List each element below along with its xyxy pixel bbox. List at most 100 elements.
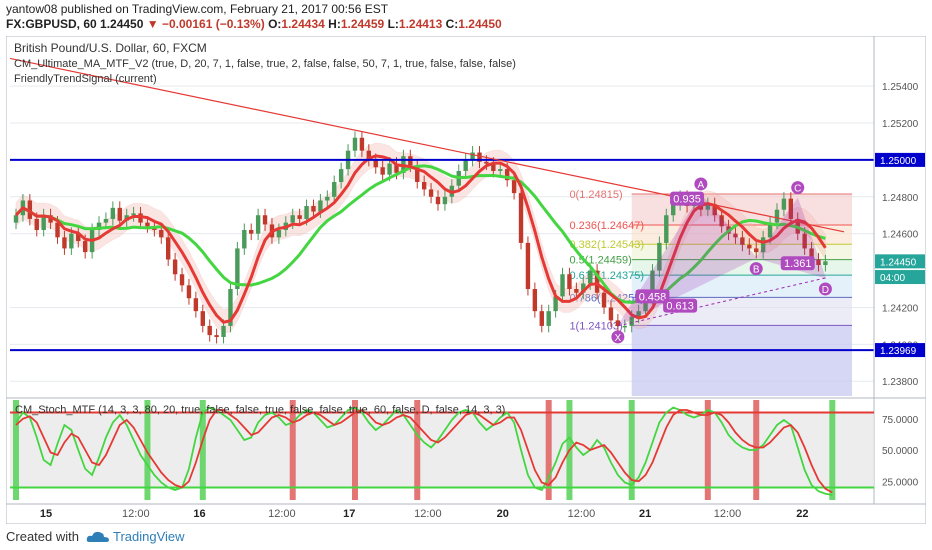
- candle-body[interactable]: [442, 196, 448, 205]
- candle-body[interactable]: [823, 261, 828, 266]
- candle-body[interactable]: [802, 233, 807, 249]
- candle-body[interactable]: [117, 207, 122, 221]
- candle-body[interactable]: [491, 163, 496, 171]
- candle-body[interactable]: [525, 242, 531, 290]
- candle-body[interactable]: [34, 218, 39, 230]
- candle-body[interactable]: [69, 233, 74, 249]
- candle-body[interactable]: [276, 229, 282, 238]
- candle-body[interactable]: [781, 198, 787, 210]
- candle-body[interactable]: [740, 237, 745, 245]
- pattern-point-marker[interactable]: [694, 177, 708, 191]
- pattern-point-marker[interactable]: [611, 330, 625, 344]
- chart-canvas[interactable]: 0(1.24815) 0.236(1.24647) 0.382(1.24543) 0.…: [5, 35, 927, 525]
- candle-body[interactable]: [214, 335, 219, 337]
- candle-body[interactable]: [415, 165, 420, 183]
- candle-body[interactable]: [165, 237, 171, 260]
- candle-body[interactable]: [249, 229, 254, 234]
- candle-body[interactable]: [511, 180, 517, 194]
- candle-body[interactable]: [712, 204, 717, 216]
- candle-body[interactable]: [359, 137, 365, 151]
- pattern-ratio-badge[interactable]: [670, 191, 705, 206]
- candle-body[interactable]: [774, 209, 780, 223]
- candle-body[interactable]: [290, 215, 295, 223]
- candle-body[interactable]: [539, 311, 544, 326]
- author-name[interactable]: yantow08: [6, 2, 58, 16]
- candle-body[interactable]: [352, 137, 358, 151]
- candle-body[interactable]: [705, 204, 711, 210]
- candle-body[interactable]: [318, 200, 323, 212]
- candle-body[interactable]: [221, 325, 226, 337]
- pattern-point-marker[interactable]: [791, 181, 805, 195]
- pattern-ratio-badge[interactable]: [663, 298, 698, 313]
- candle-body[interactable]: [622, 325, 627, 328]
- stoch-signal-bar[interactable]: [414, 400, 421, 500]
- candle-body[interactable]: [159, 229, 164, 238]
- candle-body[interactable]: [546, 311, 551, 326]
- price-axis[interactable]: 1.25400 1.25200 1.25000 1.24800 1.24600 1.242…: [873, 36, 925, 504]
- candle-body[interactable]: [138, 213, 143, 223]
- candle-body[interactable]: [747, 244, 752, 249]
- trendline[interactable]: [9, 57, 845, 233]
- chart-area[interactable]: 0(1.24815) 0.236(1.24647) 0.382(1.24543) 0.…: [5, 35, 927, 525]
- candle-body[interactable]: [172, 259, 178, 275]
- stochastic-pane[interactable]: 75.0000 50.0000 25.0000: [6, 397, 926, 500]
- stoch-signal-bar[interactable]: [829, 400, 836, 500]
- candle-body[interactable]: [581, 283, 586, 293]
- candle-body[interactable]: [560, 274, 565, 297]
- candle-body[interactable]: [366, 150, 372, 160]
- tradingview-logo[interactable]: TradingView: [113, 529, 185, 544]
- candle-body[interactable]: [13, 215, 19, 223]
- candle-body[interactable]: [186, 285, 192, 299]
- candle-body[interactable]: [255, 215, 261, 234]
- candle-body[interactable]: [657, 242, 662, 271]
- candle-body[interactable]: [767, 222, 773, 238]
- candle-body[interactable]: [574, 289, 579, 293]
- candle-body[interactable]: [484, 161, 489, 164]
- candle-body[interactable]: [373, 159, 378, 168]
- stoch-signal-bar[interactable]: [13, 400, 19, 500]
- candle-body[interactable]: [601, 292, 607, 308]
- candle-body[interactable]: [636, 311, 641, 317]
- candle-body[interactable]: [435, 196, 441, 205]
- candle-body[interactable]: [325, 196, 330, 201]
- candle-body[interactable]: [297, 215, 302, 219]
- candle-body[interactable]: [200, 311, 205, 326]
- candle-body[interactable]: [394, 163, 399, 173]
- candle-body[interactable]: [332, 182, 337, 197]
- candle-body[interactable]: [131, 213, 136, 216]
- candle-body[interactable]: [421, 182, 427, 190]
- time-axis[interactable]: 15 12:00 16 12:00 17 12:00 20 12:00 21 12:00 22: [6, 503, 926, 520]
- candle-body[interactable]: [567, 274, 572, 290]
- candle-body[interactable]: [311, 206, 316, 212]
- candle-body[interactable]: [27, 200, 33, 219]
- candle-body[interactable]: [235, 248, 240, 290]
- candle-body[interactable]: [428, 189, 434, 197]
- price-label-tag[interactable]: [875, 254, 925, 269]
- candle-body[interactable]: [193, 298, 199, 312]
- candle-body[interactable]: [671, 204, 676, 216]
- candle-body[interactable]: [82, 241, 88, 253]
- candle-body[interactable]: [629, 316, 634, 326]
- candle-body[interactable]: [304, 206, 309, 219]
- stoch-signal-bar[interactable]: [545, 400, 552, 500]
- candle-body[interactable]: [532, 289, 538, 312]
- symbol-label[interactable]: FX:GBPUSD, 60: [6, 17, 97, 31]
- candle-body[interactable]: [207, 325, 212, 336]
- candle-body[interactable]: [650, 270, 655, 299]
- candle-body[interactable]: [608, 307, 614, 321]
- stoch-signal-bar[interactable]: [289, 400, 296, 500]
- candle-body[interactable]: [719, 215, 724, 227]
- candle-body[interactable]: [664, 215, 669, 243]
- price-label-tag[interactable]: [875, 152, 925, 167]
- candle-body[interactable]: [809, 248, 814, 260]
- stoch-signal-bar[interactable]: [628, 400, 635, 500]
- candle-body[interactable]: [338, 169, 344, 183]
- stoch-signal-bar[interactable]: [351, 400, 358, 500]
- candle-body[interactable]: [816, 259, 821, 266]
- candle-body[interactable]: [498, 169, 503, 171]
- candle-body[interactable]: [228, 289, 233, 326]
- stoch-signal-bar[interactable]: [144, 400, 151, 500]
- stoch-signal-bar[interactable]: [199, 400, 206, 500]
- candle-body[interactable]: [380, 167, 385, 175]
- stoch-signal-bar[interactable]: [704, 400, 711, 500]
